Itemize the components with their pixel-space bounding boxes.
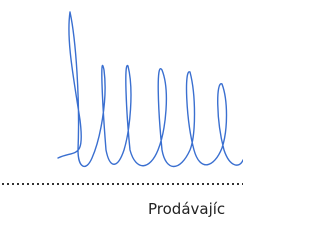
signature-label: Prodávajíc [148, 200, 225, 218]
signature [58, 12, 243, 167]
document-page: Prodávajíc [0, 0, 243, 248]
